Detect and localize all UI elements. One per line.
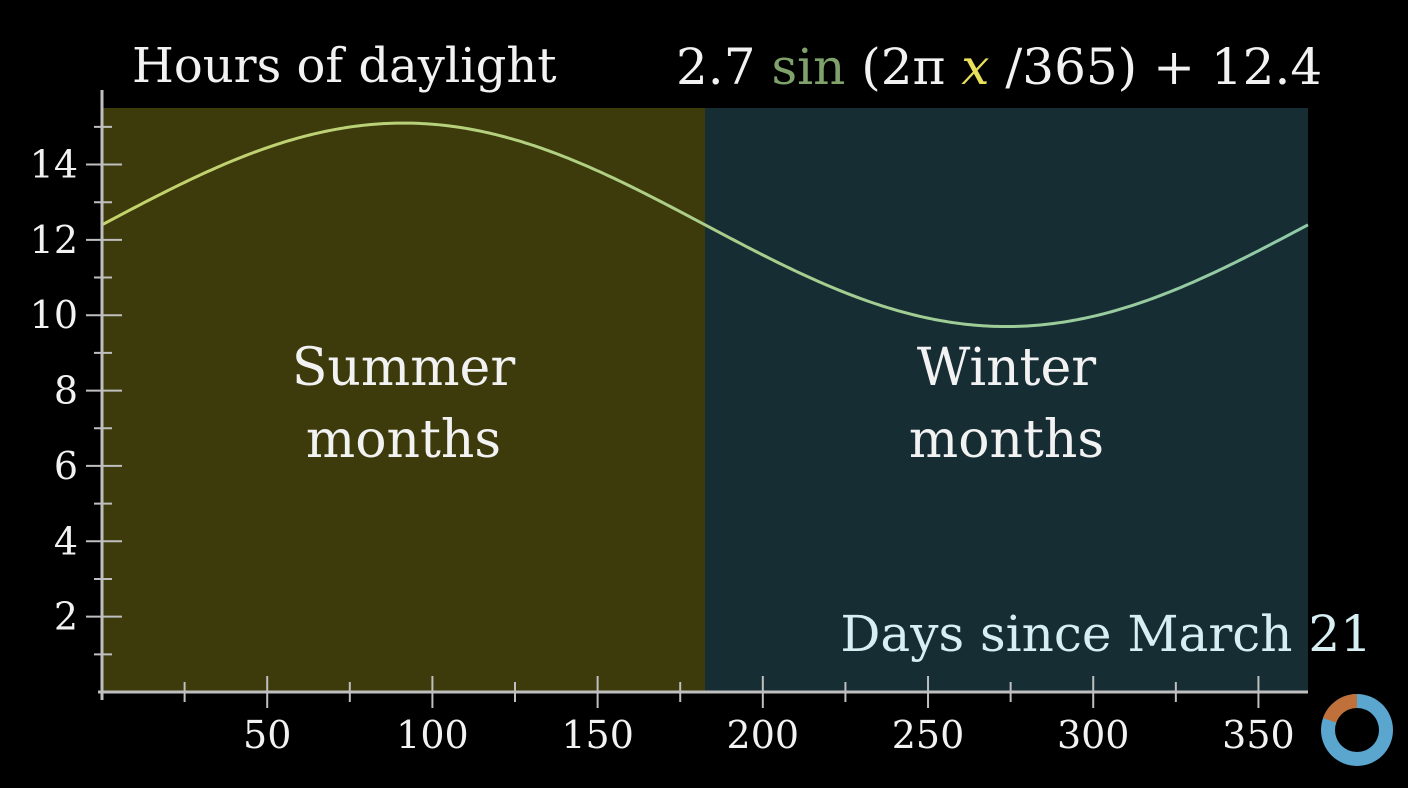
- y-tick-label: 14: [30, 143, 78, 187]
- y-tick-label: 2: [54, 595, 78, 639]
- x-tick-label: 50: [243, 713, 291, 757]
- region-label-1-line1: Winter: [917, 338, 1096, 398]
- formula-fn: sin: [771, 38, 845, 96]
- formula: 2.7 sin (2π x /365) + 12.4: [676, 38, 1322, 96]
- y-tick-label: 10: [30, 293, 78, 337]
- formula-var: x: [961, 38, 989, 96]
- y-tick-label: 12: [30, 218, 78, 262]
- x-tick-label: 150: [561, 713, 634, 757]
- progress-ring-icon: [1321, 693, 1393, 766]
- region-label-0-line1: Summer: [292, 338, 516, 398]
- region-label-0-line2: months: [306, 410, 501, 470]
- y-tick-label: 6: [54, 444, 78, 488]
- y-tick-label: 8: [54, 369, 78, 413]
- x-tick-label: 300: [1057, 713, 1130, 757]
- x-tick-label: 350: [1222, 713, 1295, 757]
- region-0: [102, 108, 705, 692]
- x-tick-label: 100: [396, 713, 469, 757]
- formula-coef: 2.7: [676, 38, 756, 96]
- chart-title: Hours of daylight: [132, 38, 557, 94]
- formula-rest: /365) + 12.4: [1005, 38, 1322, 96]
- daylight-curve: [101, 121, 1309, 329]
- region-label-1-line2: months: [909, 410, 1104, 470]
- x-tick-label: 250: [892, 713, 965, 757]
- x-tick-label: 200: [727, 713, 800, 757]
- region-1: [705, 108, 1308, 692]
- formula-open: (2π: [861, 38, 945, 96]
- x-axis-label: Days since March 21: [840, 605, 1372, 663]
- y-tick-label: 4: [54, 519, 78, 563]
